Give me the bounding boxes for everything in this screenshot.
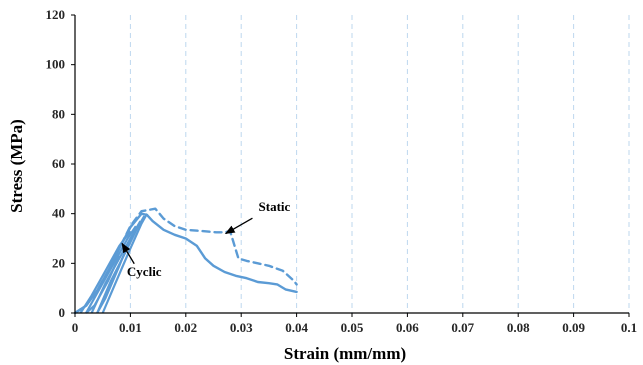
x-axis-title: Strain (mm/mm) <box>284 344 406 363</box>
series-line-cyclic <box>73 212 298 315</box>
y-tick-label: 100 <box>46 57 66 72</box>
cyclic-loop-line <box>101 213 148 314</box>
y-tick-labels: 0 20 40 60 80 100 120 <box>46 7 66 320</box>
y-tick-label: 80 <box>52 106 65 121</box>
x-tick-label: 0.03 <box>230 320 253 335</box>
cyclic-loop-line <box>85 225 137 314</box>
x-tick-label: 0.04 <box>285 320 308 335</box>
x-tick-label: 0.05 <box>341 320 364 335</box>
y-tick-label: 40 <box>52 206 65 221</box>
cyclic-loop-line <box>85 255 121 314</box>
y-tick-label: 60 <box>52 156 65 171</box>
x-tick-label: 0.06 <box>396 320 419 335</box>
annotation-label-static: Static <box>259 199 291 214</box>
x-tick-label: 0.01 <box>119 320 142 335</box>
annotation-label-cyclic: Cyclic <box>127 264 162 279</box>
x-tick-label: 0.07 <box>451 320 474 335</box>
y-tick-label: 20 <box>52 255 65 270</box>
grid-lines <box>129 15 630 313</box>
axes <box>71 14 630 317</box>
x-tick-labels: 0 0.01 0.02 0.03 0.04 0.05 0.06 0.07 0.08 0.09 0.1 <box>72 320 637 335</box>
annotation-arrow-static <box>224 217 253 235</box>
y-tick-label: 120 <box>46 7 66 22</box>
y-axis-title: Stress (MPa) <box>7 119 26 213</box>
x-tick-label: 0 <box>72 320 79 335</box>
y-tick-label: 0 <box>59 305 66 320</box>
annotation-arrow-cyclic <box>121 242 135 265</box>
annotations: Static Cyclic <box>121 199 291 279</box>
x-tick-label: 0.08 <box>507 320 530 335</box>
x-tick-label: 0.02 <box>174 320 197 335</box>
x-tick-label: 0.09 <box>562 320 585 335</box>
x-tick-label: 0.1 <box>621 320 637 335</box>
